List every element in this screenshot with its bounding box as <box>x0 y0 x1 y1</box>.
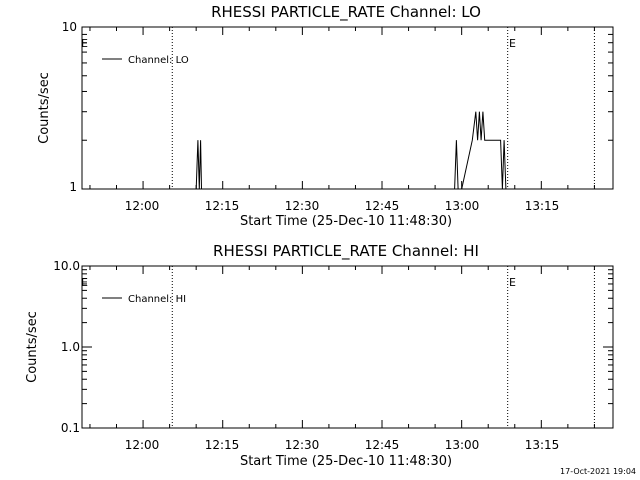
panel-hi-y-tick-labels: 10.0 1.0 0.1 <box>53 259 80 435</box>
x-tick-label-1300: 13:00 <box>445 438 480 452</box>
panel-lo-legend-label: Channel: LO <box>128 55 189 66</box>
panel-lo-y-tick-labels: 10 1 <box>62 20 77 194</box>
y-tick-label-10: 10 <box>62 20 77 34</box>
panel-lo-x-axis-label: Start Time (25-Dec-10 11:48:30) <box>240 214 452 229</box>
panel-hi-event-lines <box>171 266 595 428</box>
panel-lo-ticks <box>82 26 613 190</box>
footer-timestamp: 17-Oct-2021 19:04 <box>560 467 636 476</box>
x-tick-label-1215: 12:15 <box>205 438 240 452</box>
y-tick-label-10.0: 10.0 <box>53 259 80 273</box>
y-tick-label-0.1: 0.1 <box>61 421 80 435</box>
panel-hi-annotation-e-2: E <box>509 276 516 289</box>
panel-lo: RHESSI PARTICLE_RATE Channel: LO 10 1 12… <box>37 3 614 229</box>
panel-lo-annotation-e-1: E <box>81 37 88 50</box>
x-tick-label-1215: 12:15 <box>205 199 240 213</box>
x-tick-label-1230: 12:30 <box>285 438 320 452</box>
y-tick-label-1: 1 <box>69 180 77 194</box>
panel-hi-frame <box>81 265 614 429</box>
panel-lo-y-axis-label: Counts/sec <box>37 72 52 144</box>
panel-lo-legend: Channel: LO <box>102 55 189 66</box>
panel-hi-title: RHESSI PARTICLE_RATE Channel: HI <box>213 242 479 261</box>
panel-lo-annotation-e-2: E <box>509 37 516 50</box>
panel-lo-series-line <box>195 111 507 190</box>
panel-lo-frame <box>81 26 614 190</box>
panel-hi-ticks <box>82 265 613 429</box>
panel-hi: RHESSI PARTICLE_RATE Channel: HI 10.0 1.… <box>25 242 614 469</box>
x-tick-label-1230: 12:30 <box>285 199 320 213</box>
x-tick-label-1315: 13:15 <box>525 199 560 213</box>
y-tick-label-1.0: 1.0 <box>61 340 80 354</box>
panel-hi-x-axis-label: Start Time (25-Dec-10 11:48:30) <box>240 454 452 469</box>
x-tick-label-1300: 13:00 <box>445 199 480 213</box>
panel-hi-annotation-e-1: E <box>81 276 88 289</box>
x-tick-label-1200: 12:00 <box>125 199 160 213</box>
panel-hi-y-axis-label: Counts/sec <box>25 311 40 383</box>
panel-hi-legend-label: Channel: HI <box>128 294 186 305</box>
x-tick-label-1315: 13:15 <box>525 438 560 452</box>
panel-lo-event-lines <box>171 27 595 189</box>
x-tick-label-1200: 12:00 <box>125 438 160 452</box>
panel-lo-title: RHESSI PARTICLE_RATE Channel: LO <box>211 3 481 22</box>
x-tick-label-1245: 12:45 <box>365 438 400 452</box>
x-tick-label-1245: 12:45 <box>365 199 400 213</box>
panel-hi-legend: Channel: HI <box>102 294 186 305</box>
